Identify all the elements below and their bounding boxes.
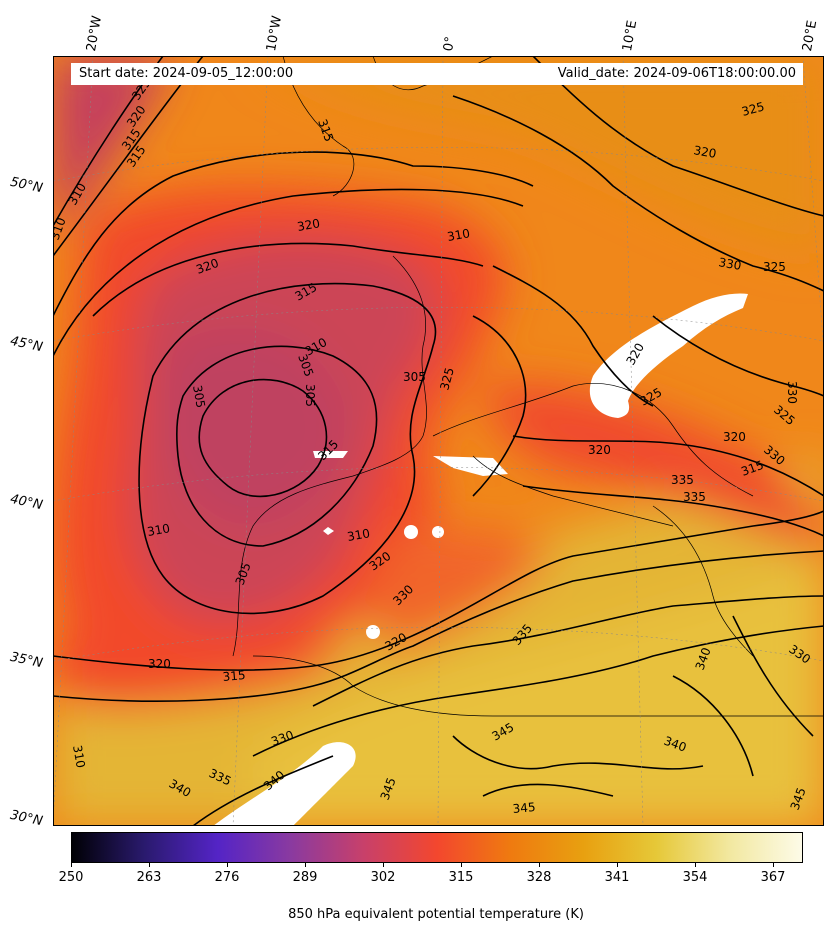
date-header: Start date: 2024-09-05_12:00:00 Valid_da… (71, 63, 803, 85)
colorbar-tick-label: 367 (760, 870, 786, 885)
contour-label: 310 (146, 521, 171, 539)
map-frame (53, 56, 824, 826)
colorbar (71, 832, 803, 863)
valid-date-label: Valid_date: 2024-09-06T18:00:00.00 (557, 66, 796, 81)
colorbar-tick-label: 289 (292, 870, 318, 885)
contour-label: 310 (70, 744, 88, 769)
colorbar-tickmark (71, 863, 72, 867)
lat-label-50n: 50°N (8, 174, 44, 197)
colorbar-tickmark (773, 863, 774, 867)
contour-label: 345 (512, 800, 536, 816)
masked-terrain (213, 293, 748, 826)
contour-label: 315 (222, 668, 246, 684)
colorbar-tick-label: 276 (214, 870, 240, 885)
map-panel: 325 320 315 315 310 310 320 320 315 310 305 305 305 3… (53, 56, 824, 826)
colorbar-tick-label: 328 (526, 870, 552, 885)
lon-label-20e: 20°E (800, 19, 821, 53)
start-date-label: Start date: 2024-09-05_12:00:00 (79, 66, 294, 81)
theta-e-map: 3253203153153103103203203153103053053053… (53, 56, 824, 826)
colorbar-label: 850 hPa equivalent potential temperature… (288, 907, 584, 922)
lat-label-40n: 40°N (8, 491, 44, 514)
colorbar-tickmark (695, 863, 696, 867)
colorbar-tickmark (227, 863, 228, 867)
lon-label-10e: 10°E (620, 19, 641, 53)
field-shading (53, 56, 824, 826)
lat-label-45n: 45°N (8, 333, 44, 356)
graticule (53, 56, 824, 826)
contour-label: 310 (346, 526, 371, 544)
contour-label: 305 (190, 384, 208, 409)
contour-label: 330 (717, 255, 742, 273)
colorbar-tick-label: 302 (370, 870, 396, 885)
contour-label: 320 (148, 657, 171, 671)
colorbar-tick-label: 354 (682, 870, 708, 885)
contour-label: 310 (446, 226, 471, 244)
lat-label-30n: 30°N (8, 807, 44, 830)
contour-label: 325 (763, 260, 786, 274)
colorbar-tick-label: 263 (136, 870, 162, 885)
colorbar-gradient (71, 832, 803, 863)
contour-label: 320 (723, 430, 746, 444)
contour-label: 325 (437, 366, 456, 392)
colorbar-tick-label: 315 (448, 870, 474, 885)
colorbar-tickmark (305, 863, 306, 867)
coastlines (232, 56, 824, 717)
contour-label: 335 (683, 490, 706, 504)
contour-label: 335 (671, 473, 694, 487)
contour-label: 320 (588, 443, 611, 457)
contour-label: 305 (303, 384, 317, 407)
colorbar-tickmark (461, 863, 462, 867)
colorbar-tickmark (149, 863, 150, 867)
lon-label-20w: 20°W (84, 14, 106, 53)
contour-label: 330 (785, 381, 799, 404)
colorbar-tickmark (383, 863, 384, 867)
contour-label: 305 (403, 370, 426, 384)
lon-label-0: 0° (441, 35, 459, 53)
contour-label: 320 (296, 216, 321, 234)
colorbar-tick-label: 250 (58, 870, 84, 885)
contour-label: 325 (740, 99, 766, 118)
lat-label-35n: 35°N (8, 649, 44, 672)
colorbar-tickmark (617, 863, 618, 867)
lon-label-10w: 10°W (264, 14, 286, 53)
contour-label: 320 (692, 143, 717, 161)
colorbar-tick-label: 341 (604, 870, 630, 885)
colorbar-tickmark (539, 863, 540, 867)
